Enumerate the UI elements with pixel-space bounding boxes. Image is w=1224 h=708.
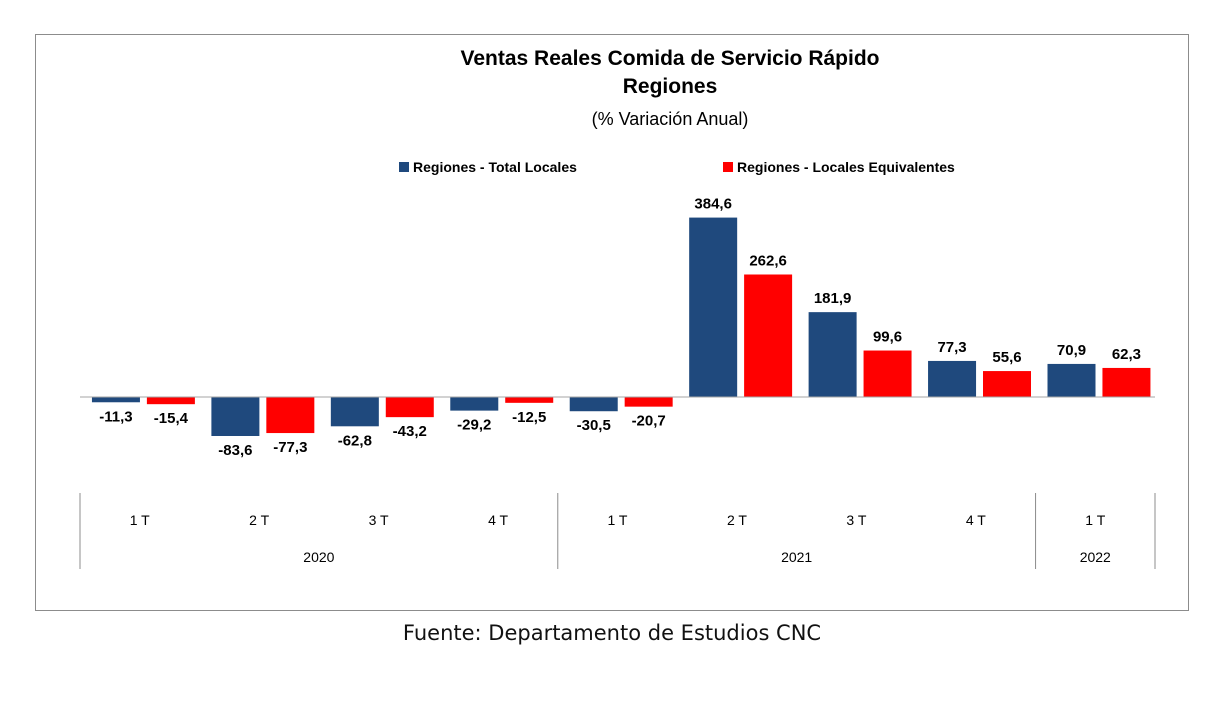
quarter-label-3: 4 T <box>488 512 508 528</box>
chart-title-line2: Regiones <box>623 75 718 98</box>
legend-swatch-1 <box>723 162 733 172</box>
data-label-s0-3: -29,2 <box>457 417 491 434</box>
year-label-1: 2021 <box>781 549 812 565</box>
data-label-s1-2: -43,2 <box>393 423 427 440</box>
data-label-s0-2: -62,8 <box>338 432 372 449</box>
data-label-s1-5: 262,6 <box>749 252 787 269</box>
bar-s1-4 <box>624 397 673 407</box>
data-label-s1-7: 55,6 <box>992 349 1021 366</box>
quarter-label-6: 3 T <box>846 512 866 528</box>
data-label-s0-1: -83,6 <box>218 442 252 459</box>
legend-label-0: Regiones - Total Locales <box>413 159 577 175</box>
legend: Regiones - Total Locales Regiones - Local… <box>399 159 955 175</box>
chart-subtitle: (% Variación Anual) <box>592 109 749 129</box>
data-label-s1-6: 99,6 <box>873 329 902 346</box>
legend-label-1: Regiones - Locales Equivalentes <box>737 159 955 175</box>
data-label-s1-1: -77,3 <box>273 439 307 456</box>
quarter-label-7: 4 T <box>966 512 986 528</box>
data-label-s1-0: -15,4 <box>154 410 189 427</box>
bar-s0-1 <box>211 397 260 436</box>
source-note: Fuente: Departamento de Estudios CNC <box>402 621 822 645</box>
bar-s1-5 <box>744 274 793 397</box>
quarter-label-8: 1 T <box>1085 512 1105 528</box>
data-label-s0-5: 384,6 <box>694 196 732 213</box>
bar-s1-3 <box>505 397 554 403</box>
chart-frame: Ventas Reales Comida de Servicio Rápido … <box>35 34 1189 611</box>
bar-s1-2 <box>385 397 434 418</box>
data-label-s1-8: 62,3 <box>1112 346 1141 363</box>
bar-s1-6 <box>863 350 912 397</box>
bar-s0-4 <box>569 397 618 412</box>
bar-s1-7 <box>983 371 1031 397</box>
bar-s0-8 <box>1047 363 1096 397</box>
bar-chart: Ventas Reales Comida de Servicio Rápido … <box>79 47 1156 569</box>
data-label-s0-0: -11,3 <box>99 408 132 425</box>
category-axis: 1 T 2 T 3 T 4 T 1 T 2 T 3 T 4 T 1 T 2020 2021 2022 <box>79 493 1156 569</box>
bar-s0-6 <box>808 312 857 397</box>
data-label-s0-7: 77,3 <box>937 339 966 356</box>
chart-title: Ventas Reales Comida de Servicio Rápido <box>461 47 880 70</box>
bar-s0-2 <box>330 397 379 427</box>
year-label-0: 2020 <box>303 549 334 565</box>
data-label-s0-8: 70,9 <box>1057 342 1086 359</box>
bar-s0-7 <box>928 360 977 397</box>
bars-layer: -11,3 -15,4 -83,6 -77,3 -62,8 -43,2 -29,2 -12,5… <box>80 196 1155 459</box>
quarter-label-5: 2 T <box>727 512 747 528</box>
bar-s0-5 <box>689 217 738 397</box>
data-label-s1-3: -12,5 <box>512 409 546 426</box>
bar-s0-3 <box>450 397 499 411</box>
quarter-label-0: 1 T <box>130 512 150 528</box>
quarter-label-1: 2 T <box>249 512 269 528</box>
legend-swatch-0 <box>399 162 409 172</box>
quarter-label-2: 3 T <box>369 512 389 528</box>
data-label-s0-6: 181,9 <box>814 290 852 307</box>
bar-s1-8 <box>1102 367 1151 397</box>
data-label-s1-4: -20,7 <box>632 413 666 430</box>
quarter-label-4: 1 T <box>608 512 628 528</box>
data-label-s0-4: -30,5 <box>577 417 611 434</box>
bar-s0-0 <box>91 397 140 403</box>
bar-s1-0 <box>146 397 195 405</box>
year-label-2: 2022 <box>1080 549 1111 565</box>
bar-s1-1 <box>266 397 315 434</box>
